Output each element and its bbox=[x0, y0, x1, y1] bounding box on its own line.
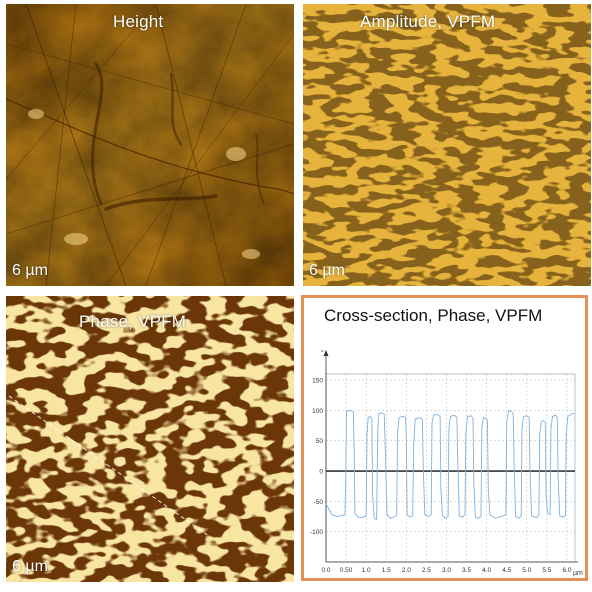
chart-axes bbox=[323, 350, 578, 563]
x-tick-label: 2.5 bbox=[422, 567, 431, 574]
x-tick-label: 6.0 bbox=[562, 567, 571, 574]
amplitude-panel-title: Amplitude, VPFM bbox=[360, 12, 496, 31]
height-image-panel: Height 6 µm bbox=[6, 4, 294, 286]
cross-section-panel: Cross-section, Phase, VPFM 150 100 50 0 -50 -… bbox=[301, 295, 588, 581]
height-topography-image bbox=[6, 4, 294, 286]
y-tick-labels: 150 100 50 0 -50 -100 bbox=[310, 378, 323, 537]
x-tick-label: 2.0 bbox=[402, 567, 411, 574]
y-tick-label: 50 bbox=[316, 438, 324, 445]
phase-profile-series bbox=[325, 409, 575, 521]
x-tick-labels: 0.0 0.50 1.0 1.5 2.0 2.5 3.0 3.5 4.0 4.5 5.0 5.5 6.0 bbox=[321, 567, 571, 574]
x-tick-label: 3.5 bbox=[462, 567, 471, 574]
x-tick-label: 3.0 bbox=[442, 567, 451, 574]
cross-section-chart: 150 100 50 0 -50 -100 0.0 0.50 1.0 1.5 2.0 2.5 3.0 3… bbox=[310, 349, 583, 577]
chart-grid bbox=[325, 374, 575, 562]
y-tick-label: 150 bbox=[312, 378, 323, 385]
amplitude-scale-label: 6 µm bbox=[309, 262, 345, 279]
cross-section-title: Cross-section, Phase, VPFM bbox=[324, 306, 543, 325]
y-axis-arrow bbox=[323, 350, 329, 356]
x-tick-label: 1.5 bbox=[382, 567, 391, 574]
phase-image-panel: Phase, VPFM 6 µm bbox=[6, 296, 294, 582]
y-tick-label: 0 bbox=[319, 469, 323, 476]
x-tick-label: 0.50 bbox=[340, 567, 353, 574]
phase-profile-line bbox=[325, 409, 575, 521]
phase-vpfm-image bbox=[6, 296, 294, 582]
x-tick-label: 0.0 bbox=[321, 567, 330, 574]
x-axis-unit: µm bbox=[573, 570, 583, 577]
y-tick-label: -100 bbox=[310, 529, 323, 536]
amplitude-image-panel: Amplitude, VPFM 6 µm bbox=[303, 4, 591, 286]
cross-section-line bbox=[8, 395, 210, 537]
height-scale-label: 6 µm bbox=[12, 262, 48, 279]
x-tick-label: 5.5 bbox=[542, 567, 551, 574]
x-tick-label: 4.0 bbox=[482, 567, 491, 574]
phase-scale-label: 6 µm bbox=[12, 558, 48, 575]
amplitude-vpfm-image bbox=[303, 4, 591, 286]
x-tick-label: 5.0 bbox=[522, 567, 531, 574]
phase-panel-title: Phase, VPFM bbox=[79, 312, 187, 331]
y-tick-label: 100 bbox=[312, 408, 323, 415]
x-tick-label: 1.0 bbox=[362, 567, 371, 574]
height-panel-title: Height bbox=[113, 12, 164, 31]
plot-frame bbox=[325, 373, 576, 563]
y-axis-unit: ° bbox=[321, 349, 324, 357]
x-tick-label: 4.5 bbox=[502, 567, 511, 574]
y-tick-label: -50 bbox=[314, 499, 324, 506]
